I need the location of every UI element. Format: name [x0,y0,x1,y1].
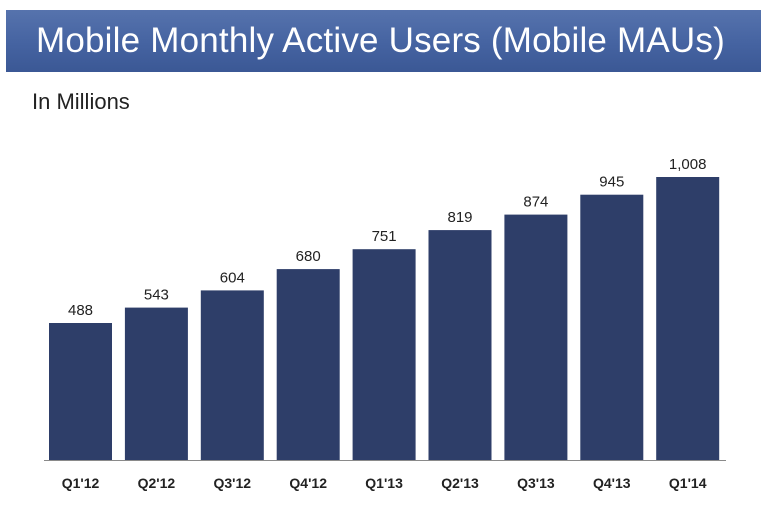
x-tick-label-7: Q4'13 [593,475,631,491]
x-tick-label-0: Q1'12 [62,475,100,491]
bar-2 [200,290,264,460]
bar-value-label-6: 874 [523,194,548,211]
bar-value-label-7: 945 [599,174,624,191]
x-tick-label-6: Q3'13 [517,475,555,491]
x-tick-label-4: Q1'13 [365,475,403,491]
bar-1 [124,307,188,460]
x-tick-label-8: Q1'14 [669,475,707,491]
x-tick-label-1: Q2'12 [138,475,176,491]
bar-value-label-4: 751 [372,228,397,245]
bar-value-label-5: 819 [447,209,472,226]
title-banner: Mobile Monthly Active Users (Mobile MAUs… [6,10,761,72]
x-tick-label-5: Q2'13 [441,475,479,491]
bar-value-label-0: 488 [68,302,93,319]
bar-0 [49,323,112,460]
bar-3 [276,269,340,460]
bar-value-label-8: 1,008 [669,156,707,173]
chart-title: Mobile Monthly Active Users (Mobile MAUs… [36,21,725,60]
bar-4 [352,249,416,460]
x-tick-label-2: Q3'12 [214,475,252,491]
bar-5 [428,230,492,460]
bar-6 [504,214,568,460]
bar-value-label-1: 543 [144,287,169,304]
bar-value-label-2: 604 [220,269,245,286]
bar-value-label-3: 680 [296,248,321,265]
x-tick-label-3: Q4'12 [289,475,327,491]
chart-subtitle: In Millions [32,89,130,114]
bar-8 [656,177,720,460]
bar-7 [580,194,644,460]
